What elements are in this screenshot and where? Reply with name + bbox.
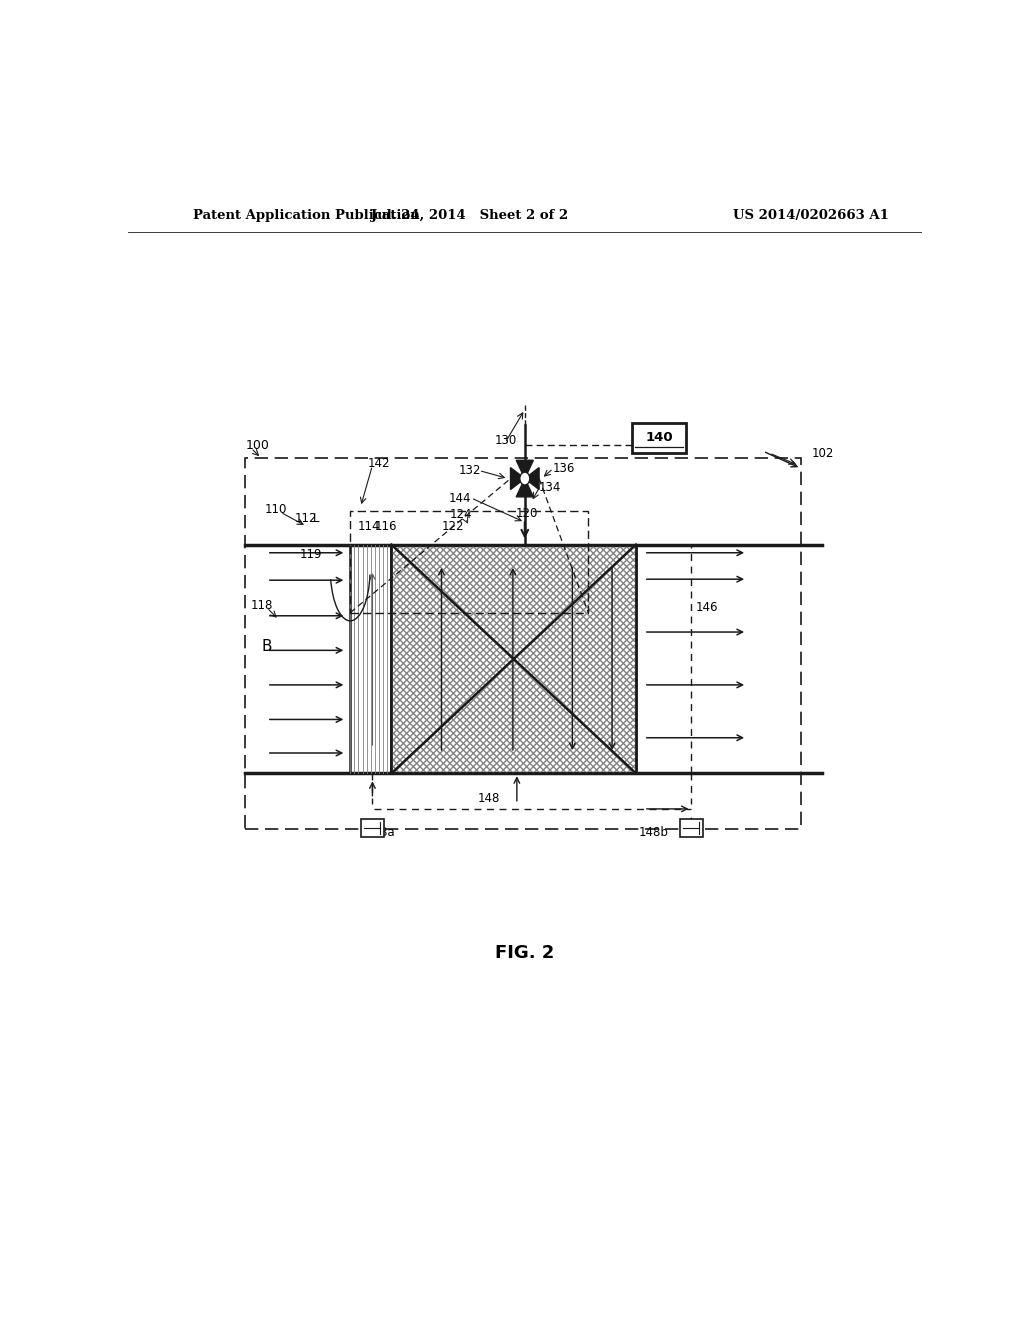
Text: Jul. 24, 2014   Sheet 2 of 2: Jul. 24, 2014 Sheet 2 of 2 — [371, 210, 568, 222]
Text: 118: 118 — [251, 599, 273, 612]
Text: 148: 148 — [477, 792, 500, 805]
Text: US 2014/0202663 A1: US 2014/0202663 A1 — [732, 210, 889, 222]
Bar — [391, 545, 636, 774]
Text: Patent Application Publication: Patent Application Publication — [194, 210, 420, 222]
Bar — [350, 545, 391, 774]
Polygon shape — [516, 479, 534, 496]
Text: FIG. 2: FIG. 2 — [496, 944, 554, 962]
Text: 134: 134 — [539, 482, 561, 494]
Text: 116: 116 — [375, 520, 397, 533]
Text: 142: 142 — [368, 457, 390, 470]
Text: 124: 124 — [450, 508, 472, 520]
Bar — [391, 545, 636, 774]
Bar — [632, 422, 686, 453]
Text: 146: 146 — [695, 601, 718, 614]
Text: B: B — [261, 639, 271, 653]
Text: 144: 144 — [449, 492, 471, 506]
Bar — [391, 545, 636, 774]
Text: 119: 119 — [300, 548, 323, 561]
Text: 122: 122 — [441, 520, 464, 533]
Text: 120: 120 — [515, 507, 538, 520]
Bar — [246, 458, 801, 829]
Text: 140: 140 — [645, 432, 673, 445]
Circle shape — [520, 473, 529, 484]
Text: 110: 110 — [264, 503, 287, 516]
Bar — [391, 545, 636, 774]
Text: 100: 100 — [246, 438, 269, 451]
Polygon shape — [524, 467, 539, 490]
Text: 130: 130 — [495, 434, 517, 447]
Polygon shape — [511, 467, 524, 490]
Bar — [360, 818, 384, 837]
Text: 136: 136 — [553, 462, 574, 475]
Bar — [350, 511, 588, 612]
Text: 112: 112 — [295, 512, 317, 525]
Text: L: L — [313, 512, 319, 525]
Polygon shape — [516, 461, 534, 479]
Text: 132: 132 — [459, 463, 481, 477]
Text: 148b: 148b — [639, 826, 669, 838]
Text: 114: 114 — [358, 520, 381, 533]
Text: 102: 102 — [812, 446, 835, 459]
Bar — [680, 818, 703, 837]
Text: 148a: 148a — [367, 826, 395, 838]
